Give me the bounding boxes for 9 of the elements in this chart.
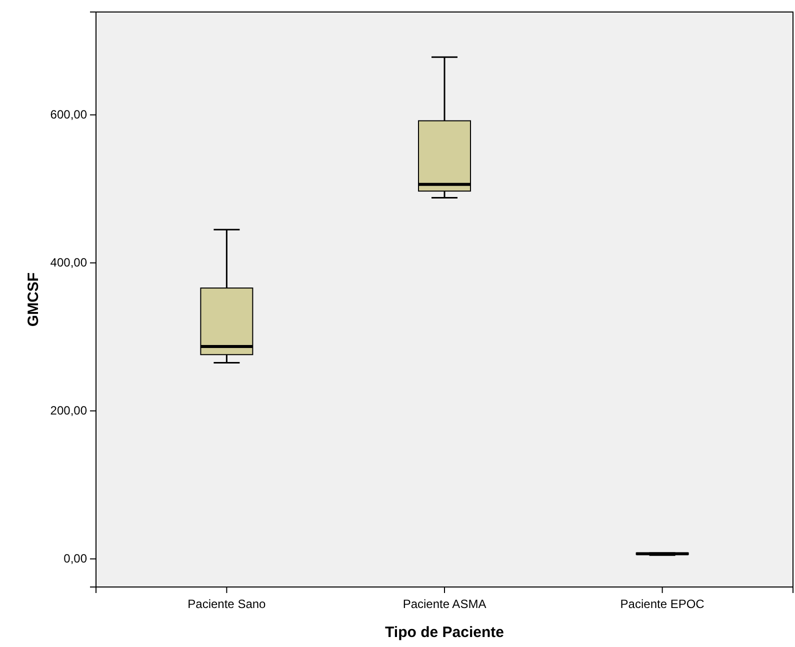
y-tick-label: 200,00 [50,404,88,418]
x-tick-label: Paciente EPOC [620,597,705,611]
y-tick-label: 600,00 [50,108,88,122]
y-axis-title: GMCSF [25,272,42,327]
y-tick-label: 0,00 [64,552,88,566]
x-tick-label: Paciente ASMA [402,597,486,611]
x-axis-title: Tipo de Paciente [385,624,504,641]
y-tick-label: 400,00 [50,256,88,270]
x-tick-label: Paciente Sano [188,597,266,611]
